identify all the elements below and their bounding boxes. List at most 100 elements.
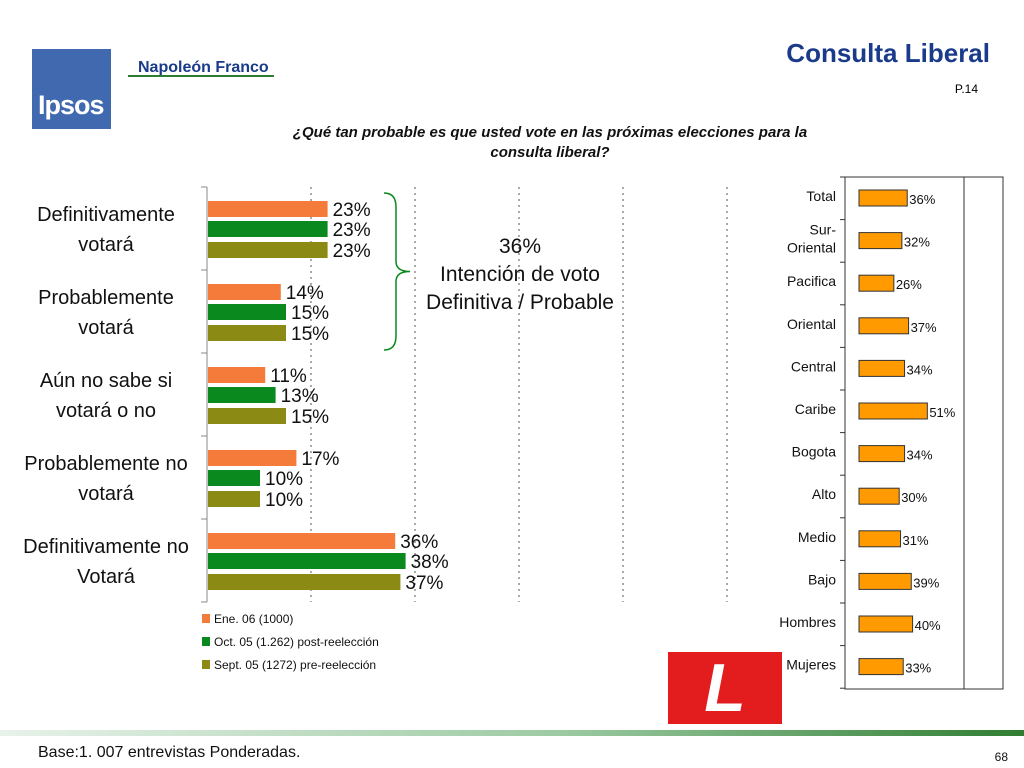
brand-name: Napoleón Franco — [138, 59, 269, 76]
base-note: Base:1. 007 entrevistas Ponderadas. — [38, 744, 301, 761]
main-bar-chart: Definitivamentevotará23%23%23%Probableme… — [23, 186, 728, 672]
data-label: 23% — [333, 241, 371, 262]
data-bar — [208, 408, 286, 424]
region-bar — [858, 445, 906, 463]
region-label: Central — [791, 358, 836, 374]
region-value-label: 30% — [901, 490, 927, 505]
category-label: Probablemente no — [24, 453, 187, 475]
region-bar — [858, 530, 902, 548]
data-label: 10% — [265, 469, 303, 490]
group-brace — [383, 192, 411, 351]
region-value-label: 34% — [907, 448, 933, 463]
liberal-logo-letter: L — [704, 650, 746, 726]
region-value-label: 39% — [913, 575, 939, 590]
region-label: Sur- — [810, 222, 837, 238]
legend-swatch — [202, 660, 210, 669]
data-label: 36% — [400, 532, 438, 553]
region-bar-chart: Total 36% Sur- Oriental 32% Pacifica 26% Orient… — [779, 176, 1004, 690]
region-label: Total — [806, 188, 836, 204]
page-number: 68 — [994, 750, 1008, 764]
category-label: Aún no sabe si — [40, 370, 172, 392]
region-value-label: 31% — [903, 533, 929, 548]
data-bar — [208, 284, 281, 300]
region-plot-frame — [844, 176, 1004, 690]
data-label: 14% — [286, 283, 324, 304]
data-label: 17% — [301, 449, 339, 470]
footer-divider — [0, 730, 1024, 736]
region-bar — [858, 189, 908, 207]
region-value-label: 33% — [905, 661, 931, 676]
region-label: Bogota — [792, 444, 837, 460]
category-label: Votará — [77, 566, 136, 588]
data-bar — [208, 553, 406, 569]
data-label: 10% — [265, 490, 303, 511]
data-bar — [208, 574, 401, 590]
data-label: 11% — [270, 366, 307, 387]
region-bar — [858, 232, 903, 250]
data-bar — [208, 533, 396, 549]
category-label: Probablemente — [38, 287, 174, 309]
category-label: votará — [78, 234, 134, 256]
region-bar — [858, 658, 904, 676]
data-label: 15% — [291, 324, 329, 345]
category-label: votará — [78, 483, 134, 505]
data-bar — [208, 450, 297, 466]
region-value-label: 26% — [896, 277, 922, 292]
ipsos-logo — [32, 49, 111, 129]
legend-label: Oct. 05 (1.262) post-reelección — [214, 635, 379, 649]
region-value-label: 51% — [929, 405, 955, 420]
data-bar — [208, 242, 328, 258]
data-bar — [208, 201, 328, 217]
region-value-label: 40% — [915, 618, 941, 633]
data-label: 23% — [333, 220, 371, 241]
region-value-label: 34% — [907, 362, 933, 377]
legend-label: Ene. 06 (1000) — [214, 612, 293, 626]
category-label: Definitivamente no — [23, 536, 189, 558]
region-label: Alto — [812, 486, 836, 502]
region-bar — [858, 615, 914, 633]
region-label: Mujeres — [786, 657, 836, 673]
region-value-label: 36% — [909, 192, 935, 207]
region-bar — [858, 487, 900, 505]
region-label: Hombres — [779, 614, 836, 630]
brand-underline — [128, 75, 274, 77]
category-label: votará — [78, 317, 134, 339]
region-value-label: 37% — [911, 320, 937, 335]
ipsos-logo-text: Ipsos — [38, 90, 105, 120]
survey-question: ¿Qué tan probable es que usted vote en l… — [292, 124, 808, 161]
annotation-label-2: Definitiva / Probable — [426, 291, 614, 314]
annotation-label-1: Intención de voto — [440, 263, 600, 286]
liberal-party-logo — [668, 652, 782, 724]
region-bar — [858, 359, 906, 377]
data-bar — [208, 221, 328, 237]
data-label: 37% — [405, 573, 443, 594]
data-bar — [208, 325, 286, 341]
page-title: Consulta Liberal — [786, 38, 990, 68]
data-bar — [208, 304, 286, 320]
region-label: Bajo — [808, 571, 836, 587]
region-bar — [858, 402, 928, 420]
data-bar — [208, 470, 260, 486]
page-label: P.14 — [954, 82, 978, 96]
region-label: Caribe — [795, 401, 836, 417]
category-label: Definitivamente — [37, 204, 175, 226]
data-label: 23% — [333, 200, 371, 221]
annotation-value: 36% — [498, 235, 542, 258]
region-bar — [858, 572, 912, 590]
data-label: 38% — [411, 552, 449, 573]
region-label: Pacifica — [787, 273, 836, 289]
region-value-label: 32% — [904, 235, 930, 250]
legend-label: Sept. 05 (1272) pre-reelección — [214, 658, 376, 672]
data-label: 13% — [281, 386, 319, 407]
intention-annotation: 36% Intención de voto Definitiva / Proba… — [405, 233, 635, 317]
data-label: 15% — [291, 407, 329, 428]
category-label: votará o no — [56, 400, 156, 422]
legend-swatch — [202, 637, 210, 646]
data-label: 15% — [291, 303, 329, 324]
legend-swatch — [202, 614, 210, 623]
data-bar — [208, 491, 260, 507]
data-bar — [208, 387, 276, 403]
data-bar — [208, 367, 266, 383]
region-label: Oriental — [787, 316, 836, 332]
region-bar — [858, 274, 895, 292]
